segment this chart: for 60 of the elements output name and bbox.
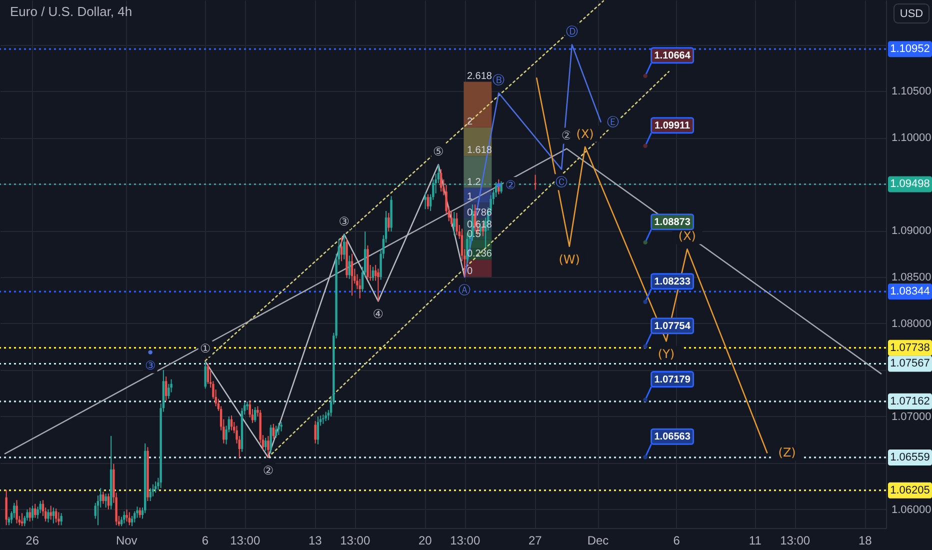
y-tick-label: 1.08500 (892, 272, 932, 284)
y-axis-title: USD (900, 8, 924, 20)
x-tick-label: 13:00 (450, 534, 480, 548)
x-tick-label: 6 (202, 534, 209, 548)
ref-line-label: 1.06205 (890, 484, 930, 496)
data-label: 1.07754 (654, 320, 691, 332)
ref-line-label: 1.06559 (890, 451, 930, 464)
data-label: 1.06563 (654, 432, 691, 443)
ref-line-label: 1.10952 (890, 43, 930, 56)
y-tick-label: 1.10000 (892, 132, 932, 144)
data-label: 1.08873 (654, 216, 691, 228)
y-tick-label: 1.06000 (892, 504, 932, 516)
annotation: 2.618 (466, 70, 492, 82)
data-label: ② (262, 463, 274, 478)
x-tick-label: 26 (26, 534, 40, 548)
x-tick-label: 13:00 (780, 534, 810, 548)
y-tick-label: 1.07000 (892, 410, 932, 423)
x-tick-label: Dec (587, 534, 609, 548)
data-label: Ⓐ (458, 283, 471, 298)
chart-title: Euro / U.S. Dollar, 4h (10, 4, 132, 19)
data-label: ⑤ (433, 144, 444, 159)
annotation: 1.2 (466, 176, 482, 188)
data-label: ③ (144, 358, 156, 372)
x-tick-label: Nov (116, 534, 138, 548)
data-label: Ⓔ (606, 114, 619, 129)
data-label: (X) (576, 126, 594, 141)
data-label: ② (505, 178, 516, 192)
ref-line-label: 1.07738 (890, 342, 930, 354)
x-tick-label: 13:00 (230, 534, 260, 548)
data-label: (Y) (658, 347, 675, 362)
x-tick-label: 20 (418, 534, 432, 548)
data-label: Ⓒ (556, 175, 568, 190)
ref-line-label: 1.07162 (890, 395, 930, 408)
data-label: ① (200, 342, 211, 356)
data-label: Ⓓ (566, 24, 578, 39)
data-label: 1.09911 (654, 120, 691, 132)
data-label: ④ (372, 307, 384, 322)
ref-line-label: 1.08344 (890, 286, 930, 298)
x-tick-label: 6 (673, 534, 680, 548)
data-label: 1.10664 (654, 50, 691, 62)
x-tick-label: 11 (748, 534, 762, 548)
annotation: 1 (466, 192, 473, 203)
data-label: ③ (338, 214, 350, 228)
data-label: (X) (678, 229, 696, 244)
annotation: 0 (466, 266, 473, 278)
annotation: 0.5 (466, 228, 482, 240)
data-label: 1.07179 (654, 374, 691, 386)
x-tick-label: 13 (308, 534, 322, 548)
y-tick-label: 1.08000 (892, 318, 932, 330)
ref-line-label: 1.07567 (890, 358, 930, 370)
x-tick-label: 13:00 (340, 534, 370, 548)
y-tick-label: 1.09000 (892, 225, 932, 238)
data-label: 1.08233 (654, 276, 691, 288)
data-label: (W) (558, 252, 580, 266)
y-tick-label: 1.10500 (892, 86, 932, 98)
x-tick-label: 27 (528, 534, 542, 548)
x-tick-label: 18 (858, 534, 872, 548)
data-label: Ⓑ (492, 72, 505, 87)
data-label: (Z) (778, 446, 796, 460)
ref-line-label: 1.09498 (890, 178, 930, 190)
